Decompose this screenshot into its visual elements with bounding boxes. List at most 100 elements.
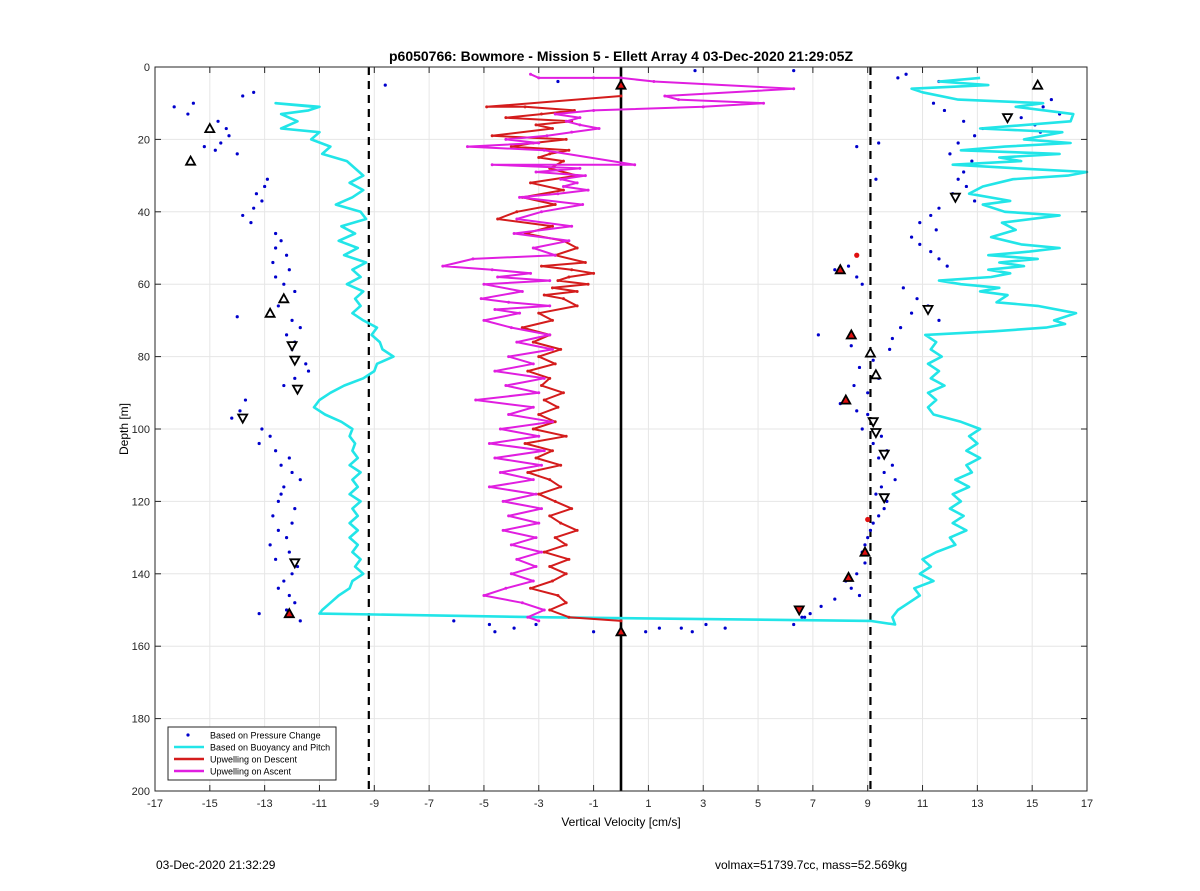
legend-label: Based on Buoyancy and Pitch — [210, 743, 330, 753]
pressure-change-point — [871, 358, 875, 362]
pressure-change-point — [849, 344, 853, 348]
pressure-change-point — [213, 148, 217, 152]
upwelling-ascent-point — [570, 130, 574, 134]
pressure-change-point — [230, 416, 234, 420]
red-dot-marker — [865, 516, 871, 523]
pressure-change-point — [298, 619, 302, 623]
upwelling-ascent-point — [507, 413, 511, 417]
pressure-change-point — [1019, 116, 1023, 120]
upwelling-descent-point — [515, 210, 519, 214]
x-tick-label: -11 — [312, 798, 327, 810]
x-tick-label: -9 — [369, 798, 379, 810]
upwelling-ascent-point — [542, 449, 546, 453]
pressure-change-point — [934, 228, 938, 232]
x-tick-label: -5 — [479, 798, 489, 810]
upwelling-ascent-point — [487, 485, 491, 489]
pressure-change-point — [816, 333, 820, 337]
pressure-change-point — [487, 622, 492, 627]
pressure-change-point — [866, 536, 870, 540]
upwelling-ascent-point — [490, 163, 494, 167]
pressure-change-point — [855, 145, 859, 149]
upwelling-descent-point — [550, 286, 554, 290]
upwelling-ascent-point — [534, 565, 538, 569]
pressure-change-point — [929, 213, 933, 218]
upwelling-descent-point — [619, 94, 623, 98]
upwelling-descent-point — [550, 579, 554, 583]
triangle-up-marker — [283, 607, 296, 619]
triangle-up-marker — [842, 571, 855, 582]
legend: Based on Pressure Change Based on Buoyanc… — [167, 726, 337, 781]
pressure-change-point — [274, 557, 278, 561]
upwelling-ascent-point — [556, 192, 560, 196]
pressure-change-point — [243, 398, 248, 402]
upwelling-descent-point — [504, 116, 508, 120]
pressure-change-point — [857, 365, 862, 370]
pressure-change-point — [235, 315, 239, 319]
pressure-change-point — [973, 199, 977, 203]
legend-label: Based on Pressure Change — [210, 731, 321, 741]
pressure-change-point — [293, 376, 297, 380]
pressure-change-point — [879, 485, 884, 489]
pressure-change-point — [871, 441, 875, 446]
triangle-up-marker — [277, 292, 290, 304]
upwelling-ascent-point — [518, 311, 522, 315]
legend-label: Upwelling on Ascent — [210, 767, 292, 777]
legend-label: Upwelling on Descent — [210, 755, 298, 765]
pressure-change-point — [534, 622, 538, 627]
pressure-change-point — [962, 119, 966, 123]
upwelling-ascent-point — [504, 586, 508, 590]
pressure-change-point — [284, 333, 289, 337]
upwelling-ascent-point — [515, 557, 519, 561]
pressure-change-point — [282, 282, 286, 286]
pressure-change-point — [271, 260, 275, 265]
triangle-up-marker — [869, 368, 882, 380]
upwelling-descent-point — [553, 536, 557, 540]
pressure-change-point — [918, 221, 922, 225]
upwelling-descent-point — [548, 565, 552, 569]
pressure-change-point — [186, 112, 190, 116]
x-tick-label: 1 — [645, 798, 651, 810]
triangle-down-marker — [236, 413, 249, 425]
upwelling-descent-point — [531, 427, 535, 431]
upwelling-ascent-point — [561, 184, 565, 188]
upwelling-descent-point — [553, 362, 557, 366]
triangle-up-marker — [614, 625, 628, 637]
pressure-change-point — [956, 177, 960, 181]
upwelling-descent-point — [526, 470, 530, 474]
upwelling-ascent-point — [490, 268, 494, 272]
upwelling-ascent-point — [583, 174, 587, 178]
pressure-change-point — [937, 206, 941, 210]
pressure-change-point — [268, 434, 272, 438]
pressure-change-point — [276, 528, 280, 532]
upwelling-descent-point — [537, 311, 541, 315]
upwelling-ascent-point — [592, 108, 596, 112]
pressure-change-point — [874, 492, 878, 496]
triangle-up-marker — [614, 78, 628, 90]
pressure-change-point — [282, 485, 286, 489]
pressure-change-point — [808, 612, 812, 616]
pressure-change-point — [693, 69, 697, 73]
upwelling-descent-point — [550, 224, 554, 228]
upwelling-ascent-point — [537, 434, 541, 438]
upwelling-ascent-point — [531, 246, 535, 250]
upwelling-ascent-point — [537, 76, 541, 80]
ticks: -17 -15 -13 -11 -9 -7 -5 -3 -1 1 3 5 7 9 11 13 15 1702040… — [132, 62, 1093, 810]
pressure-change-point — [800, 615, 804, 619]
pressure-change-point — [942, 108, 947, 113]
upwelling-ascent-point — [509, 572, 513, 576]
pressure-change-point — [295, 564, 300, 569]
upwelling-ascent-point — [542, 608, 546, 612]
pressure-change-point — [879, 434, 884, 438]
buoyancy-pitch-line — [274, 76, 1089, 626]
pressure-change-point — [257, 441, 261, 446]
upwelling-ascent-point — [578, 116, 582, 120]
upwelling-ascent-point — [507, 355, 511, 359]
triangle-up-marker — [184, 154, 197, 166]
pressure-change-point — [909, 235, 914, 239]
pressure-change-point — [224, 126, 228, 131]
pressure-change-point — [279, 492, 283, 496]
upwelling-descent-point — [548, 152, 552, 156]
triangle-up-marker — [834, 263, 847, 275]
pressure-change-point — [290, 572, 294, 576]
upwelling-descent-point — [575, 528, 579, 532]
